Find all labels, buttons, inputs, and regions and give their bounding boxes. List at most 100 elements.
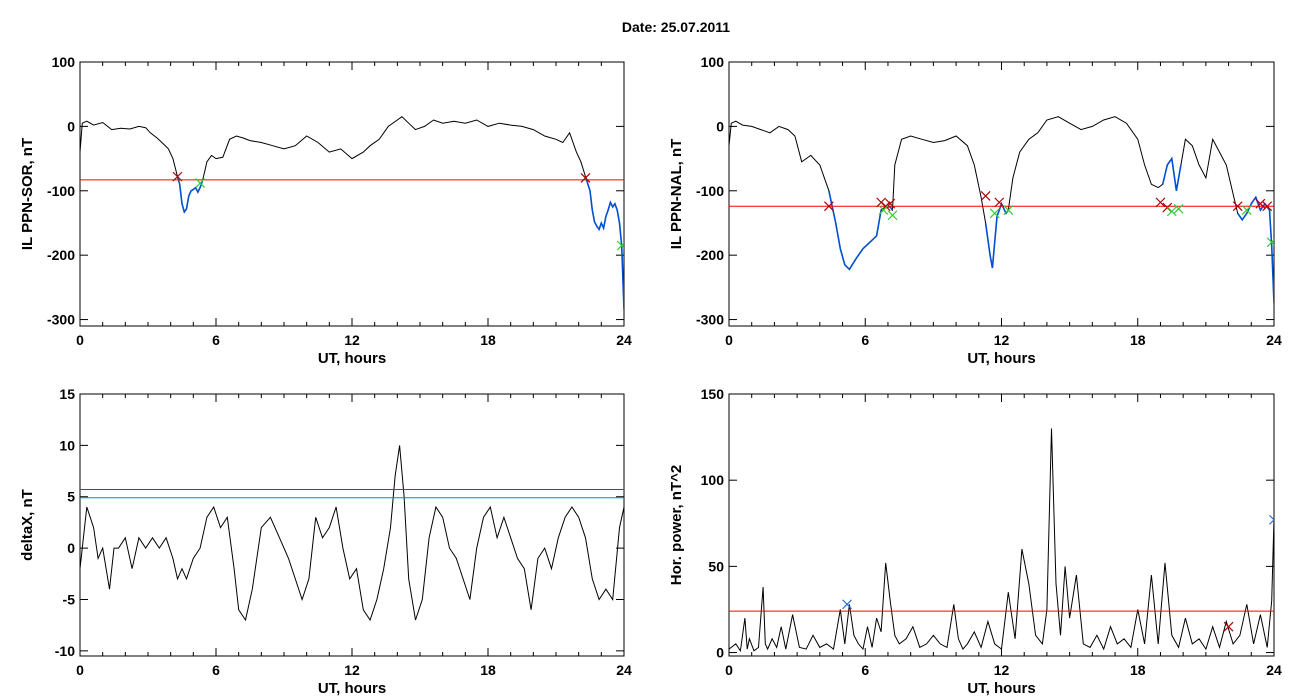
- y-tick-label: 100: [701, 472, 725, 488]
- x-axis-label: UT, hours: [318, 680, 386, 697]
- plot-il-ppn-nal: 0 6 12 18 24 100 0 -100 -200 -300 UT, hours IL PPN-…: [668, 54, 1282, 367]
- marker-stroke: [1173, 203, 1184, 214]
- series-line: [80, 116, 624, 310]
- y-tick-label: 0: [67, 540, 75, 556]
- marker-stroke: [1223, 621, 1234, 632]
- highlight-segment: [1161, 156, 1182, 191]
- y-tick-label: -300: [47, 312, 75, 328]
- y-tick-label: 150: [701, 386, 725, 402]
- event-marker: [1255, 198, 1266, 209]
- plot-area: [80, 445, 624, 622]
- plot-area: [729, 428, 1274, 653]
- x-axis-label: UT, hours: [967, 680, 1035, 697]
- y-tick-label: -10: [55, 643, 75, 659]
- marker-stroke: [1255, 198, 1266, 209]
- event-marker: [1166, 206, 1177, 217]
- event-marker: [1173, 203, 1184, 214]
- highlight-segment: [828, 190, 894, 271]
- x-tick-label: 18: [480, 332, 496, 348]
- event-marker: [994, 197, 1005, 208]
- x-tick-label: 6: [861, 332, 869, 348]
- axes-frame: [79, 393, 625, 657]
- event-marker: [195, 178, 206, 188]
- event-marker: [580, 172, 591, 183]
- event-marker: [1241, 205, 1252, 216]
- x-tick-label: 24: [1266, 662, 1282, 678]
- marker-stroke: [1266, 239, 1274, 248]
- event-marker: [1269, 514, 1274, 525]
- axes-frame: [728, 61, 1275, 327]
- marker-stroke: [1241, 205, 1252, 216]
- x-axis-label: UT, hours: [967, 350, 1035, 367]
- y-tick-label: -200: [696, 247, 724, 263]
- x-tick-label: 24: [1266, 332, 1282, 348]
- event-marker: [878, 205, 889, 216]
- marker-stroke: [195, 178, 206, 188]
- series-line: [80, 445, 624, 622]
- plot-hor-power: 0 6 12 18 24 150 100 50 0 UT, hours Hor. power, nT…: [668, 386, 1282, 697]
- marker-stroke: [580, 172, 591, 183]
- event-marker: [823, 201, 834, 212]
- page-title: Date: 25.07.2011: [621, 19, 731, 35]
- y-tick-label: -300: [696, 312, 724, 328]
- event-marker: [616, 240, 624, 251]
- event-marker: [172, 171, 183, 182]
- marker-stroke: [1166, 206, 1177, 217]
- marker-stroke: [887, 210, 898, 221]
- x-tick-label: 18: [1130, 332, 1146, 348]
- marker-stroke: [172, 171, 183, 182]
- event-marker: [1155, 197, 1166, 208]
- y-axis-label: Hor. power, nT^2: [668, 465, 685, 585]
- x-tick-label: 18: [480, 662, 496, 678]
- x-tick-label: 6: [212, 662, 220, 678]
- highlight-segment: [584, 176, 624, 310]
- x-axis-label: UT, hours: [318, 350, 386, 367]
- marker-stroke: [1232, 201, 1243, 212]
- event-marker: [1003, 205, 1014, 216]
- event-marker: [1262, 201, 1273, 212]
- y-tick-label: 0: [716, 118, 724, 134]
- marker-stroke: [1262, 201, 1273, 212]
- marker-stroke: [1269, 518, 1274, 525]
- plot-area: [729, 116, 1274, 304]
- highlight-segment: [176, 176, 204, 214]
- x-tick-label: 0: [76, 332, 84, 348]
- event-marker: [842, 599, 853, 610]
- y-tick-label: 10: [59, 437, 75, 453]
- x-tick-label: 12: [994, 332, 1010, 348]
- x-tick-label: 6: [212, 332, 220, 348]
- x-tick-label: 12: [994, 662, 1010, 678]
- y-axis-label: IL PPN-NAL, nT: [668, 139, 685, 250]
- x-tick-label: 12: [344, 662, 360, 678]
- event-marker: [1266, 237, 1274, 248]
- y-axis-label: deltaX, nT: [19, 489, 36, 561]
- axes-frame: [728, 393, 1275, 657]
- event-marker: [1232, 201, 1243, 212]
- y-tick-label: 0: [716, 645, 724, 661]
- series-line: [729, 116, 1274, 304]
- y-tick-label: -5: [63, 591, 76, 607]
- y-tick-label: 0: [67, 118, 75, 134]
- y-axis-label: IL PPN-SOR, nT: [19, 138, 36, 250]
- marker-stroke: [980, 191, 991, 201]
- event-marker: [989, 208, 1000, 219]
- x-tick-label: 0: [725, 662, 733, 678]
- event-marker: [1223, 621, 1234, 632]
- marker-stroke: [1003, 205, 1014, 216]
- x-tick-label: 6: [861, 662, 869, 678]
- y-tick-label: 50: [708, 558, 724, 574]
- x-tick-label: 0: [725, 332, 733, 348]
- marker-stroke: [989, 208, 1000, 219]
- marker-stroke: [823, 201, 834, 212]
- plot-deltax: 0 6 12 18 24 15 10 5 0 -5 -10 UT, hours deltaX, nT: [19, 386, 632, 697]
- marker-stroke: [616, 242, 624, 251]
- y-tick-label: 100: [52, 54, 76, 70]
- marker-stroke: [878, 205, 889, 216]
- x-tick-label: 0: [76, 662, 84, 678]
- y-tick-label: -200: [47, 247, 75, 263]
- x-tick-label: 18: [1130, 662, 1146, 678]
- plot-area: [80, 116, 624, 310]
- event-marker: [980, 191, 991, 201]
- y-tick-label: 15: [59, 386, 75, 402]
